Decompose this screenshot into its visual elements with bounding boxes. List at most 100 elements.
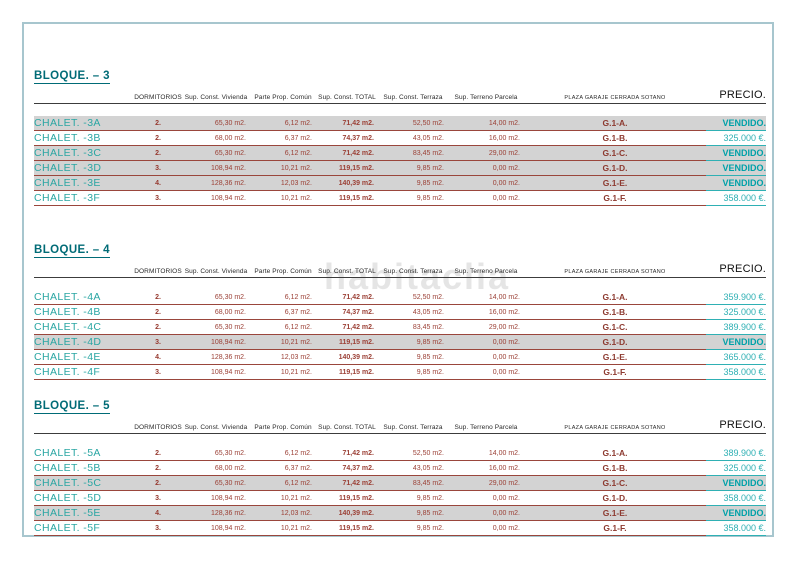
bloque-section: BLOQUE. – 5 DORMITORIOS Sup. Const. Vivi…: [34, 396, 766, 536]
dormitorios-value: 4.: [134, 507, 182, 521]
col-header-dormitorios: DORMITORIOS: [134, 94, 182, 101]
dormitorios-value: 3.: [134, 336, 182, 350]
dormitorios-value: 2.: [134, 291, 182, 305]
block-title: BLOQUE. – 4: [34, 244, 110, 258]
dormitorios-value: 2.: [134, 117, 182, 131]
parte-prop-comun-value: 10,21 m2.: [250, 336, 316, 350]
sup-terreno-parcela-value: 0,00 m2.: [448, 162, 524, 176]
sup-terreno-parcela-value: 0,00 m2.: [448, 177, 524, 191]
sup-const-vivienda-value: 108,94 m2.: [182, 522, 250, 536]
table-row: CHALET. -3C 2. 65,30 m2. 6,12 m2. 71,42 …: [34, 146, 766, 161]
table-row: CHALET. -4D 3. 108,94 m2. 10,21 m2. 119,…: [34, 335, 766, 350]
col-header-sup-terreno-parcela: Sup. Terreno Parcela: [454, 94, 518, 101]
sup-const-total-value: 119,15 m2.: [316, 492, 378, 506]
plaza-garaje-value: G.1-A.: [524, 291, 706, 305]
sup-const-terraza-value: 52,50 m2.: [378, 291, 448, 305]
precio-value: 325.000 €.: [706, 462, 766, 476]
page-content: BLOQUE. – 3 DORMITORIOS Sup. Const. Vivi…: [24, 24, 772, 536]
col-header-sup-const-vivienda: Sup. Const. Vivienda: [184, 94, 248, 101]
dormitorios-value: 2.: [134, 306, 182, 320]
sup-terreno-parcela-value: 0,00 m2.: [448, 522, 524, 536]
chalet-name: CHALET. -3A: [34, 117, 134, 131]
sup-const-terraza-value: 52,50 m2.: [378, 447, 448, 461]
precio-value: VENDIDO.: [706, 507, 766, 521]
table-row: CHALET. -4F 3. 108,94 m2. 10,21 m2. 119,…: [34, 365, 766, 380]
parte-prop-comun-value: 6,12 m2.: [250, 291, 316, 305]
chalet-name: CHALET. -4C: [34, 321, 134, 335]
document-page: habitaclia BLOQUE. – 3 DORMITORIOS Sup. …: [22, 22, 774, 537]
table-row: CHALET. -5D 3. 108,94 m2. 10,21 m2. 119,…: [34, 491, 766, 506]
sup-const-total-value: 71,42 m2.: [316, 477, 378, 491]
sup-terreno-parcela-value: 16,00 m2.: [448, 306, 524, 320]
sup-terreno-parcela-value: 0,00 m2.: [448, 507, 524, 521]
sup-const-vivienda-value: 65,30 m2.: [182, 147, 250, 161]
sup-const-vivienda-value: 65,30 m2.: [182, 117, 250, 131]
precio-value: VENDIDO.: [706, 162, 766, 176]
col-header-sup-const-total: Sup. Const. TOTAL: [318, 268, 376, 275]
sup-terreno-parcela-value: 16,00 m2.: [448, 132, 524, 146]
precio-value: 358.000 €.: [706, 192, 766, 206]
plaza-garaje-value: G.1-C.: [524, 477, 706, 491]
block-rows: CHALET. -3A 2. 65,30 m2. 6,12 m2. 71,42 …: [34, 116, 766, 206]
sup-const-total-value: 71,42 m2.: [316, 447, 378, 461]
sup-terreno-parcela-value: 0,00 m2.: [448, 192, 524, 206]
sup-const-vivienda-value: 68,00 m2.: [182, 462, 250, 476]
sup-const-total-value: 71,42 m2.: [316, 147, 378, 161]
sup-const-terraza-value: 52,50 m2.: [378, 117, 448, 131]
plaza-garaje-value: G.1-B.: [524, 306, 706, 320]
dormitorios-value: 2.: [134, 477, 182, 491]
plaza-garaje-value: G.1-D.: [524, 162, 706, 176]
col-header-parte-prop-comun: Parte Prop. Común: [254, 94, 312, 101]
sup-terreno-parcela-value: 14,00 m2.: [448, 447, 524, 461]
chalet-name: CHALET. -4B: [34, 306, 134, 320]
col-header-plaza-garaje: PLAZA GARAJE CERRADA SOTANO: [564, 269, 666, 275]
precio-value: VENDIDO.: [706, 147, 766, 161]
col-header-parte-prop-comun: Parte Prop. Común: [254, 424, 312, 431]
sup-const-total-value: 119,15 m2.: [316, 162, 378, 176]
parte-prop-comun-value: 6,12 m2.: [250, 117, 316, 131]
sup-terreno-parcela-value: 29,00 m2.: [448, 477, 524, 491]
dormitorios-value: 3.: [134, 366, 182, 380]
dormitorios-value: 2.: [134, 462, 182, 476]
table-row: CHALET. -4A 2. 65,30 m2. 6,12 m2. 71,42 …: [34, 290, 766, 305]
parte-prop-comun-value: 6,37 m2.: [250, 462, 316, 476]
sup-const-vivienda-value: 108,94 m2.: [182, 162, 250, 176]
col-header-plaza-garaje: PLAZA GARAJE CERRADA SOTANO: [564, 425, 666, 431]
sup-terreno-parcela-value: 0,00 m2.: [448, 351, 524, 365]
sup-const-terraza-value: 9,85 m2.: [378, 492, 448, 506]
sup-const-total-value: 140,39 m2.: [316, 177, 378, 191]
precio-value: VENDIDO.: [706, 177, 766, 191]
sup-const-vivienda-value: 128,36 m2.: [182, 177, 250, 191]
plaza-garaje-value: G.1-D.: [524, 336, 706, 350]
parte-prop-comun-value: 10,21 m2.: [250, 162, 316, 176]
sup-const-vivienda-value: 65,30 m2.: [182, 321, 250, 335]
plaza-garaje-value: G.1-A.: [524, 117, 706, 131]
precio-value: 359.900 €.: [706, 291, 766, 305]
sup-const-terraza-value: 43,05 m2.: [378, 132, 448, 146]
table-header-row: DORMITORIOS Sup. Const. Vivienda Parte P…: [34, 89, 766, 104]
sup-const-total-value: 74,37 m2.: [316, 132, 378, 146]
sup-const-terraza-value: 9,85 m2.: [378, 507, 448, 521]
sup-terreno-parcela-value: 0,00 m2.: [448, 336, 524, 350]
sup-const-terraza-value: 9,85 m2.: [378, 522, 448, 536]
col-header-precio: PRECIO.: [719, 419, 766, 431]
chalet-name: CHALET. -5B: [34, 462, 134, 476]
parte-prop-comun-value: 6,12 m2.: [250, 447, 316, 461]
chalet-name: CHALET. -3B: [34, 132, 134, 146]
col-header-sup-const-terraza: Sup. Const. Terraza: [383, 424, 443, 431]
sup-const-terraza-value: 9,85 m2.: [378, 351, 448, 365]
sup-const-total-value: 74,37 m2.: [316, 306, 378, 320]
sup-const-terraza-value: 9,85 m2.: [378, 162, 448, 176]
sup-const-terraza-value: 83,45 m2.: [378, 477, 448, 491]
sup-const-terraza-value: 83,45 m2.: [378, 321, 448, 335]
sup-const-vivienda-value: 65,30 m2.: [182, 447, 250, 461]
table-row: CHALET. -4C 2. 65,30 m2. 6,12 m2. 71,42 …: [34, 320, 766, 335]
sup-const-total-value: 119,15 m2.: [316, 366, 378, 380]
sup-const-total-value: 71,42 m2.: [316, 291, 378, 305]
chalet-name: CHALET. -4F: [34, 366, 134, 380]
precio-value: 325.000 €.: [706, 306, 766, 320]
sup-const-vivienda-value: 65,30 m2.: [182, 477, 250, 491]
sup-terreno-parcela-value: 14,00 m2.: [448, 291, 524, 305]
table-row: CHALET. -5A 2. 65,30 m2. 6,12 m2. 71,42 …: [34, 446, 766, 461]
sup-const-vivienda-value: 108,94 m2.: [182, 336, 250, 350]
